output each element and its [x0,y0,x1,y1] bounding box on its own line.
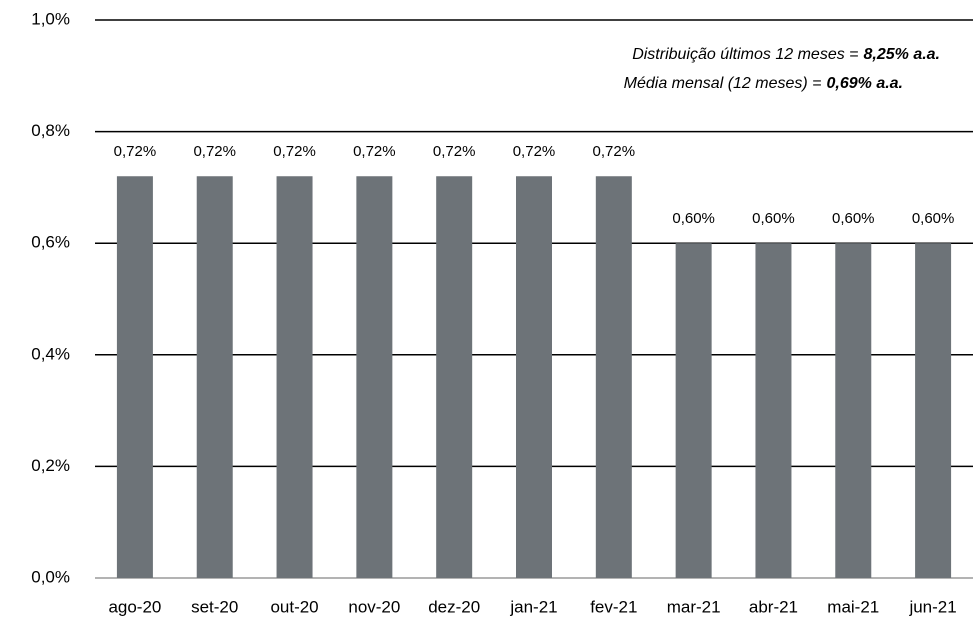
value-label: 0,72% [353,143,396,160]
x-tick-label: jan-21 [509,597,557,616]
value-label: 0,60% [832,210,875,227]
bar [915,243,952,578]
bar [196,176,233,579]
value-label: 0,72% [193,143,236,160]
annotation-text: Distribuição últimos 12 meses = [632,46,858,63]
y-tick-label: 0,2% [31,456,70,475]
value-label: 0,60% [912,210,955,227]
x-tick-label: ago-20 [108,597,161,616]
value-label: 0,72% [593,143,636,160]
value-label: 0,72% [513,143,556,160]
x-tick-label: abr-21 [749,597,798,616]
annotation-emphasis: 8,25% a.a. [864,46,941,63]
value-label: 0,72% [273,143,316,160]
x-tick-label: set-20 [191,597,238,616]
y-tick-label: 0,0% [31,567,70,586]
value-label: 0,60% [672,210,715,227]
bar [595,176,632,579]
bar [755,243,792,578]
bar [675,243,712,578]
value-label: 0,60% [752,210,795,227]
x-tick-label: mai-21 [827,597,879,616]
y-tick-label: 1,0% [31,9,70,28]
annotation: Distribuição últimos 12 meses = 8,25% a.a… [632,46,940,63]
x-tick-label: mar-21 [667,597,721,616]
bar [116,176,153,579]
bar [356,176,393,579]
x-tick-label: jun-21 [908,597,956,616]
x-tick-label: nov-20 [348,597,400,616]
bar [835,243,872,578]
y-tick-label: 0,6% [31,233,70,252]
y-tick-label: 0,4% [31,344,70,363]
value-label: 0,72% [433,143,476,160]
bar [516,176,552,579]
value-label: 0,72% [114,143,157,160]
annotation-emphasis: 0,69% a.a. [827,75,904,92]
x-tick-label: dez-20 [428,597,480,616]
x-tick-label: out-20 [270,597,318,616]
bar [276,176,313,579]
annotation-text: Média mensal (12 meses) = [624,75,822,92]
annotation: Média mensal (12 meses) = 0,69% a.a. [624,75,903,92]
y-tick-label: 0,8% [31,121,70,140]
x-tick-label: fev-21 [590,597,637,616]
bar [436,176,473,579]
